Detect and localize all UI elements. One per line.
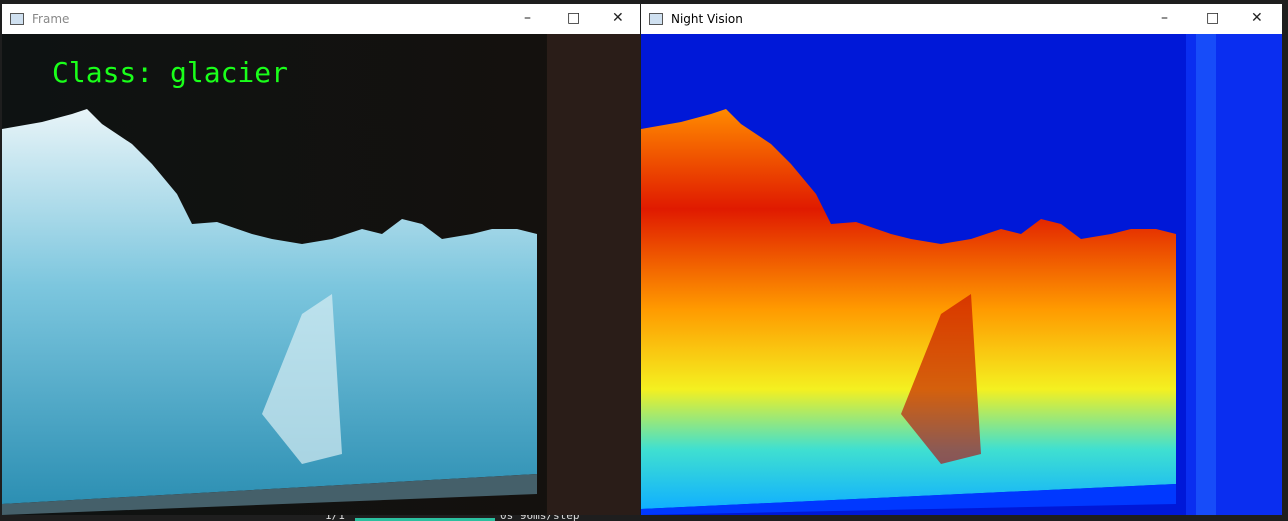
maximize-button[interactable]: □ <box>567 10 581 26</box>
timing: 0s 96ms/step <box>500 513 580 521</box>
progress-count: 1/1 <box>325 513 345 521</box>
night-vision-view <box>641 34 1282 515</box>
progress-bar <box>355 518 495 521</box>
frame-window: Frame – □ ✕ Class: glacier <box>2 4 640 515</box>
window-icon <box>649 13 663 25</box>
night-vision-image <box>641 34 1282 515</box>
minimize-button[interactable]: – <box>1161 10 1168 26</box>
night-vision-window: Night Vision – □ ✕ <box>641 4 1282 515</box>
window-title: Frame <box>32 12 70 26</box>
titlebar: Frame – □ ✕ <box>2 4 640 34</box>
titlebar: Night Vision – □ ✕ <box>641 4 1282 34</box>
window-icon <box>10 13 24 25</box>
frame-view: Class: glacier <box>2 34 640 515</box>
window-title: Night Vision <box>671 12 743 26</box>
minimize-button[interactable]: – <box>524 10 531 26</box>
close-button[interactable]: ✕ <box>1251 10 1263 26</box>
class-label: Class: glacier <box>52 56 288 89</box>
maximize-button[interactable]: □ <box>1206 10 1220 26</box>
close-button[interactable]: ✕ <box>612 10 624 26</box>
terminal-strip: 1/1 0s 96ms/step <box>300 513 641 521</box>
camera-image: Class: glacier <box>2 34 640 515</box>
